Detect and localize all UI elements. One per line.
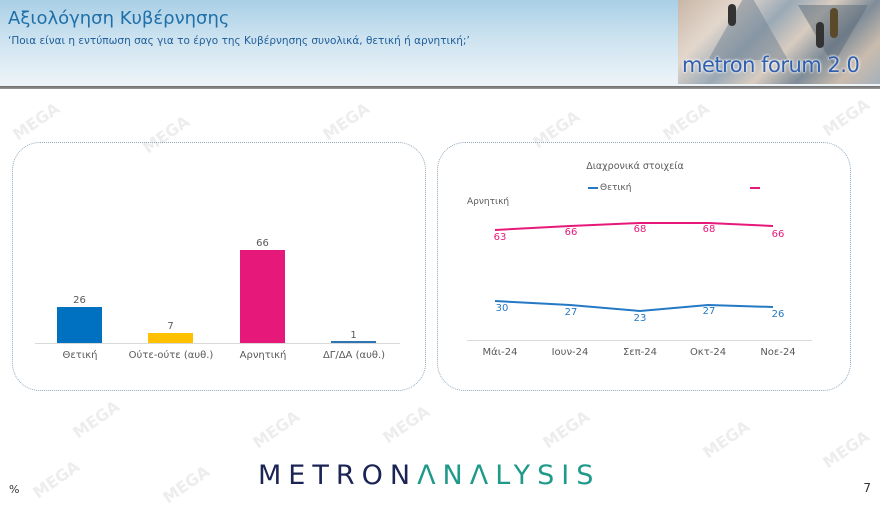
point-label-positive: 27 (702, 306, 716, 317)
line-category: Μάι-24 (482, 347, 518, 358)
metron-forum-logo: metron forum 2.0 (678, 0, 880, 84)
logo-photo-figure (728, 4, 736, 26)
point-label-negative: 66 (771, 229, 785, 240)
bar-category-neutral: Ούτε-ούτε (αυθ.) (128, 350, 214, 361)
bar-value-dkna: 1 (350, 330, 357, 341)
logo-photo-figure (816, 22, 824, 48)
bar-negative (240, 250, 285, 343)
bar-dkna (331, 341, 376, 343)
line-negative (494, 222, 774, 231)
point-label-negative: 68 (702, 224, 716, 235)
page-subtitle: ‘Ποια είναι η εντύπωση σας για το έργο τ… (8, 35, 470, 47)
legend-positive-swatch (588, 186, 598, 189)
bar-value-negative: 66 (256, 238, 269, 249)
bar-category-negative: Αρνητική (239, 350, 287, 361)
brand-part1: METRON (258, 460, 418, 491)
line-chart-axis (467, 340, 812, 341)
point-label-positive: 23 (633, 313, 647, 324)
point-label-negative: 68 (633, 224, 647, 235)
bar-value-neutral: 7 (167, 321, 174, 332)
logo-photo-shape (708, 0, 788, 60)
line-category: Οκτ-24 (689, 347, 727, 358)
point-label-positive: 26 (771, 309, 785, 320)
legend-negative-swatch (750, 186, 760, 189)
point-label-negative: 66 (564, 227, 578, 238)
line-positive (494, 300, 774, 313)
legend-negative-swatch-item (750, 183, 762, 193)
bar-neutral (148, 333, 193, 343)
legend-positive-label: Θετική (600, 183, 632, 193)
logo-photo-figure (830, 8, 838, 38)
bar-category-positive: Θετική (62, 350, 98, 361)
bar-chart-axis (35, 343, 400, 344)
bar-value-positive: 26 (73, 295, 86, 306)
metron-analysis-logo: METRONΛNΛLYSIS (258, 460, 600, 491)
unit-label: % (9, 483, 20, 496)
legend-negative-label: Αρνητική (467, 197, 510, 207)
bar-chart-panel (12, 142, 426, 391)
point-label-positive: 30 (495, 303, 509, 314)
line-chart-title: Διαχρονικά στοιχεία (586, 161, 684, 172)
page-title: Αξιολόγηση Κυβέρνησης (8, 8, 230, 29)
point-label-negative: 63 (493, 232, 507, 243)
brand-part2: ΛNΛLYSIS (417, 460, 601, 491)
line-chart-panel (437, 142, 851, 391)
point-label-positive: 27 (564, 307, 578, 318)
bar-positive (57, 307, 102, 343)
line-category: Ιουν-24 (551, 347, 589, 358)
page-number: 7 (863, 481, 871, 495)
legend-positive: Θετική (588, 183, 631, 193)
line-category: Νοε-24 (760, 347, 796, 358)
header-divider (0, 86, 880, 89)
logo-text: metron forum 2.0 (682, 53, 860, 77)
bar-category-dkna: ΔΓ/ΔΑ (αυθ.) (322, 350, 386, 361)
line-category: Σεπ-24 (622, 347, 658, 358)
